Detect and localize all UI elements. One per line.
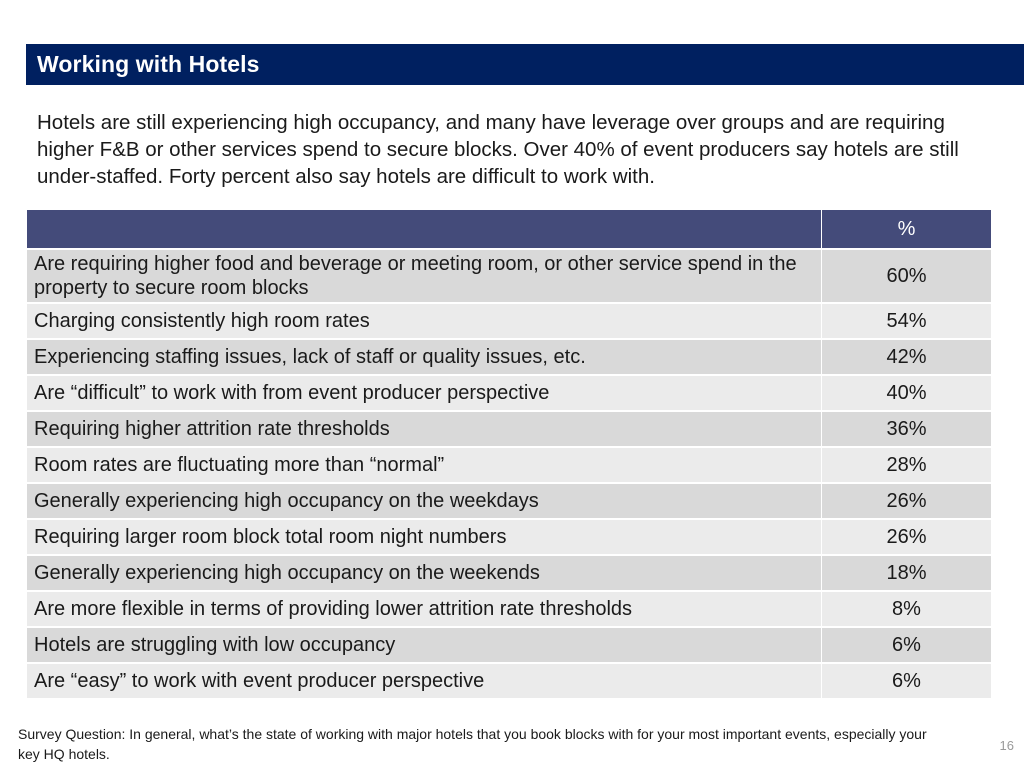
row-label: Experiencing staffing issues, lack of st… xyxy=(26,338,822,376)
row-label: Are “difficult” to work with from event … xyxy=(26,374,822,412)
row-value: 36% xyxy=(821,410,992,448)
table-row: Experiencing staffing issues, lack of st… xyxy=(26,338,992,376)
row-value: 40% xyxy=(821,374,992,412)
row-label: Generally experiencing high occupancy on… xyxy=(26,482,822,520)
row-value: 42% xyxy=(821,338,992,376)
row-value: 6% xyxy=(821,662,992,699)
row-value: 26% xyxy=(821,482,992,520)
table-row: Generally experiencing high occupancy on… xyxy=(26,554,992,592)
table-row: Requiring higher attrition rate threshol… xyxy=(26,410,992,448)
row-label: Requiring higher attrition rate threshol… xyxy=(26,410,822,448)
row-label: Room rates are fluctuating more than “no… xyxy=(26,446,822,484)
row-value: 28% xyxy=(821,446,992,484)
row-value: 26% xyxy=(821,518,992,556)
slide-title: Working with Hotels xyxy=(37,51,260,77)
title-bar: Working with Hotels xyxy=(26,44,1024,85)
header-percent-cell: % xyxy=(821,209,992,250)
row-label: Requiring larger room block total room n… xyxy=(26,518,822,556)
table-row: Are more flexible in terms of providing … xyxy=(26,590,992,628)
row-label: Hotels are struggling with low occupancy xyxy=(26,626,822,664)
table-header-row: % xyxy=(26,209,992,250)
table-row: Generally experiencing high occupancy on… xyxy=(26,482,992,520)
row-value: 6% xyxy=(821,626,992,664)
survey-question-footnote: Survey Question: In general, what’s the … xyxy=(18,726,927,762)
table-row: Room rates are fluctuating more than “no… xyxy=(26,446,992,484)
row-label: Are “easy” to work with event producer p… xyxy=(26,662,822,699)
row-value: 60% xyxy=(821,248,992,304)
row-label: Are more flexible in terms of providing … xyxy=(26,590,822,628)
table-row: Charging consistently high room rates 54… xyxy=(26,302,992,340)
row-label: Generally experiencing high occupancy on… xyxy=(26,554,822,592)
results-table: % Are requiring higher food and beverage… xyxy=(26,209,992,699)
table-row: Hotels are struggling with low occupancy… xyxy=(26,626,992,664)
row-value: 18% xyxy=(821,554,992,592)
row-value: 8% xyxy=(821,590,992,628)
table-row: Are “difficult” to work with from event … xyxy=(26,374,992,412)
row-label: Charging consistently high room rates xyxy=(26,302,822,340)
intro-paragraph: Hotels are still experiencing high occup… xyxy=(37,111,959,188)
table-row: Requiring larger room block total room n… xyxy=(26,518,992,556)
row-label: Are requiring higher food and beverage o… xyxy=(26,248,822,304)
page-number: 16 xyxy=(999,738,1014,753)
header-label-cell xyxy=(26,209,822,250)
table-row: Are “easy” to work with event producer p… xyxy=(26,662,992,699)
table-row: Are requiring higher food and beverage o… xyxy=(26,248,992,304)
row-value: 54% xyxy=(821,302,992,340)
